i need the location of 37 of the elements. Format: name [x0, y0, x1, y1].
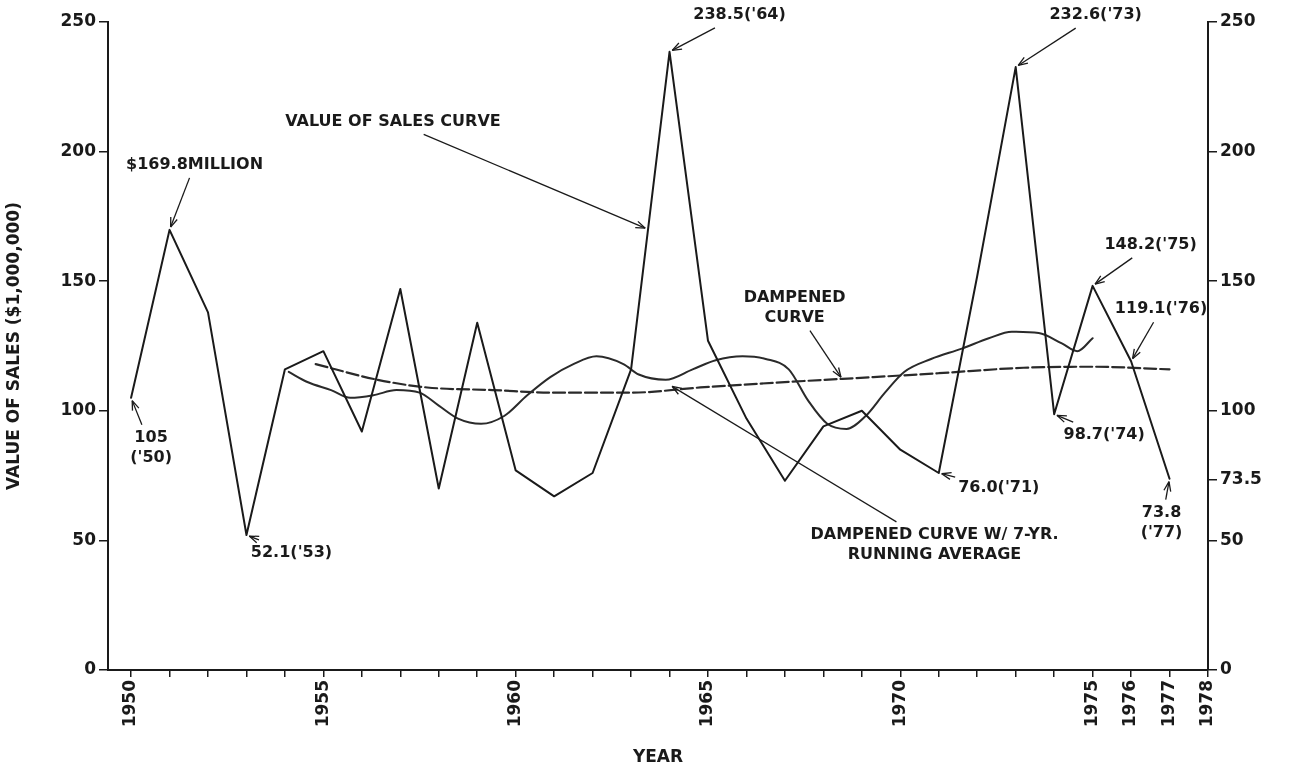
y2-tick-label: 50: [1220, 528, 1244, 549]
y2-tick-label: 250: [1220, 10, 1256, 31]
y2-tick-label: 150: [1220, 269, 1256, 290]
x-tick-label: 1975: [1081, 680, 1102, 728]
annotation: DAMPENED CURVE W/ 7-YR. RUNNING AVERAGE: [810, 524, 1059, 564]
annotation: 73.8 ('77): [1140, 501, 1183, 541]
x-tick-label: 1976: [1119, 680, 1140, 728]
x-tick-label: 1960: [504, 679, 525, 728]
y2-tick-label: 200: [1220, 140, 1256, 161]
annotation: VALUE OF SALES CURVE: [285, 110, 501, 130]
annotation: 148.2('75): [1104, 234, 1197, 254]
annotation: 98.7('74): [1063, 424, 1145, 444]
y2-tick-label: 100: [1220, 399, 1256, 420]
y-tick-label: 150: [60, 269, 97, 290]
annotation: 105 ('50): [130, 427, 172, 466]
annotation: 119.1('76): [1114, 298, 1208, 318]
annotation: DAMPENED CURVE: [743, 286, 846, 326]
annotation: 238.5('64): [693, 3, 786, 23]
x-tick-label: 1965: [696, 680, 717, 728]
y2-tick-label: 0: [1220, 658, 1232, 679]
x-tick-label: 1950: [119, 679, 140, 728]
annotation: 232.6('73): [1049, 4, 1142, 24]
y-tick-label: 100: [60, 399, 97, 420]
y-axis-title: VALUE OF SALES ($1,000,000): [2, 202, 23, 490]
annotation: $169.8MILLION: [126, 154, 264, 174]
y-tick-label: 200: [60, 140, 97, 161]
x-axis-title: YEAR: [631, 746, 684, 767]
annotation: 76.0('71): [958, 477, 1040, 497]
y2-tick-label: 73.5: [1220, 467, 1262, 488]
y-tick-label: 50: [72, 528, 97, 549]
x-tick-label: 1977: [1157, 680, 1178, 728]
x-tick-label: 1955: [311, 680, 332, 728]
annotation: 52.1('53): [250, 542, 333, 562]
x-tick-label: 1970: [888, 679, 909, 728]
y-tick-label: 250: [60, 10, 97, 31]
y-tick-label: 0: [84, 658, 97, 679]
x-tick-label: 1978: [1196, 680, 1217, 728]
